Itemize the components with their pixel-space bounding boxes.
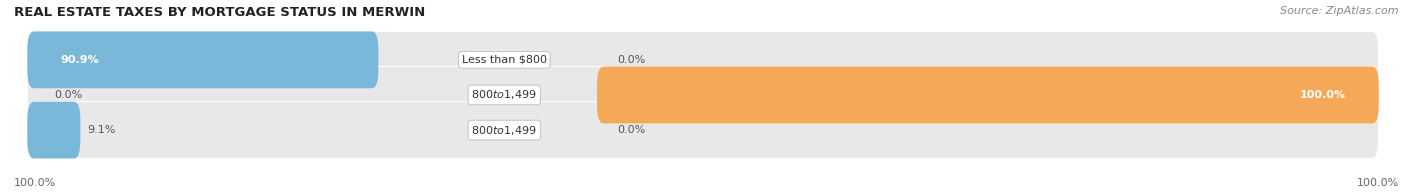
Text: 100.0%: 100.0% [1299, 90, 1346, 100]
FancyBboxPatch shape [27, 31, 1379, 88]
Legend: Without Mortgage, With Mortgage: Without Mortgage, With Mortgage [579, 193, 827, 196]
Text: 100.0%: 100.0% [1357, 178, 1399, 188]
FancyBboxPatch shape [27, 31, 378, 88]
Text: $800 to $1,499: $800 to $1,499 [471, 123, 537, 137]
FancyBboxPatch shape [598, 66, 1379, 123]
Text: 90.9%: 90.9% [60, 55, 100, 65]
Text: 0.0%: 0.0% [53, 90, 82, 100]
FancyBboxPatch shape [27, 102, 1379, 159]
Text: Source: ZipAtlas.com: Source: ZipAtlas.com [1281, 6, 1399, 16]
FancyBboxPatch shape [27, 102, 80, 159]
Text: 0.0%: 0.0% [617, 55, 645, 65]
Text: 0.0%: 0.0% [617, 125, 645, 135]
Text: 9.1%: 9.1% [87, 125, 115, 135]
FancyBboxPatch shape [27, 66, 1379, 123]
Text: REAL ESTATE TAXES BY MORTGAGE STATUS IN MERWIN: REAL ESTATE TAXES BY MORTGAGE STATUS IN … [14, 6, 425, 19]
Text: Less than $800: Less than $800 [461, 55, 547, 65]
Text: $800 to $1,499: $800 to $1,499 [471, 88, 537, 102]
Text: 100.0%: 100.0% [14, 178, 56, 188]
